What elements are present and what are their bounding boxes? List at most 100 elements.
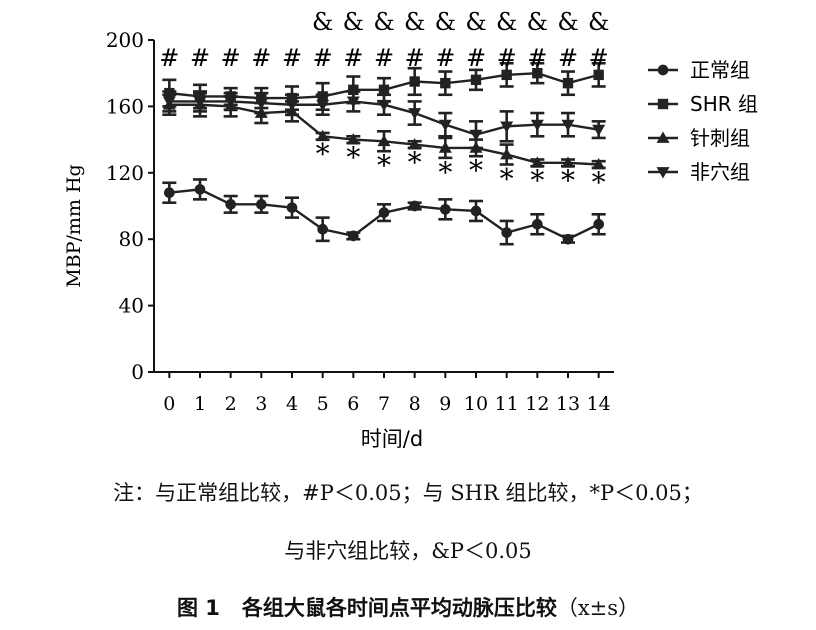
figure-caption-mean-sd: （x±s） (556, 596, 640, 620)
series-2-point-10 (470, 74, 482, 86)
amp-annotation-5: & (312, 8, 333, 36)
series-1-point-2 (225, 199, 236, 210)
amp-annotation-8: & (404, 8, 425, 36)
amp-annotation-10: & (465, 8, 486, 36)
hash-annotation-5: # (313, 44, 333, 72)
x-tick-label-8: 8 (409, 393, 421, 415)
hash-annotation-11: # (497, 44, 517, 72)
star-annotation-10: * (469, 154, 483, 187)
series-4-point-2 (224, 96, 238, 108)
star-annotation-12: * (530, 164, 544, 197)
star-annotation-7: * (377, 149, 391, 182)
series-4 (162, 90, 606, 150)
series-4-point-10 (469, 129, 483, 142)
x-axis-title: 时间/d (361, 427, 423, 451)
x-tick-label-6: 6 (347, 393, 359, 415)
x-tick-label-12: 12 (525, 393, 549, 415)
series-2-point-9 (440, 77, 451, 89)
series-3-point-7 (377, 134, 391, 147)
series-4-point-5 (316, 99, 330, 112)
series-4-point-12 (530, 119, 544, 132)
legend-marker-2 (657, 98, 669, 110)
series-1-point-5 (317, 223, 328, 235)
series-3-point-5 (316, 129, 330, 142)
series-4-point-3 (254, 98, 268, 110)
x-tick-label-7: 7 (378, 393, 390, 415)
series-1-point-3 (256, 199, 267, 210)
hash-annotation-14: # (589, 44, 609, 72)
y-tick-label-40: 40 (119, 294, 144, 318)
figure-caption: 图 1 各组大鼠各时间点平均动脉压比较（x±s） (0, 592, 816, 622)
legend-label-3: 针刺组 (690, 126, 750, 150)
hash-annotation-13: # (558, 44, 578, 72)
legend-marker-4 (656, 167, 670, 179)
series-1-point-14 (593, 218, 604, 230)
hash-annotation-0: # (159, 44, 179, 72)
series-1-point-13 (562, 233, 574, 245)
series-4-point-9 (438, 119, 452, 132)
legend-label-1: 正常组 (690, 58, 750, 82)
series-3-point-9 (438, 141, 452, 153)
y-tick-label-120: 120 (106, 161, 144, 185)
x-tick-label-11: 11 (495, 393, 519, 415)
series-3-point-13 (561, 156, 575, 168)
hash-annotation-12: # (527, 44, 547, 72)
amp-annotation-11: & (496, 8, 517, 36)
figure-caption-title: 各组大鼠各时间点平均动脉压比较 (241, 596, 557, 620)
series-4-point-11 (500, 121, 514, 133)
series-3-point-6 (346, 133, 360, 145)
chart-note-line-2: 与非穴组比较，&P＜0.05 (284, 539, 532, 563)
amp-annotation-7: & (373, 8, 394, 36)
series-1-point-8 (409, 200, 420, 212)
series-3-point-14 (592, 158, 606, 170)
series-2-point-11 (501, 69, 512, 81)
series-1-point-0 (164, 187, 175, 199)
star-annotation-13: * (561, 164, 575, 197)
legend-marker-1 (657, 64, 669, 76)
amp-annotation-9: & (435, 8, 456, 36)
series-3 (162, 91, 606, 170)
x-tick-label-9: 9 (439, 393, 451, 415)
x-tick-label-10: 10 (464, 393, 488, 415)
series-4-point-8 (408, 108, 422, 120)
series-4-point-0 (162, 96, 176, 108)
series-2-point-7 (378, 84, 390, 95)
series-4-point-7 (377, 99, 391, 112)
series-3-point-11 (500, 148, 514, 160)
hash-annotation-10: # (466, 44, 486, 72)
hash-annotation-2: # (221, 44, 241, 72)
chart-note-line-1: 注：与正常组比较，#P＜0.05；与 SHR 组比较，*P＜0.05； (113, 481, 703, 505)
series-2-point-12 (532, 68, 543, 79)
series-4-point-1 (193, 96, 207, 108)
hash-annotation-8: # (405, 44, 425, 72)
amp-annotation-14: & (588, 8, 609, 36)
hash-annotation-7: # (374, 44, 394, 72)
series-3-point-12 (530, 156, 544, 168)
y-tick-label-0: 0 (131, 360, 144, 384)
x-tick-label-4: 4 (286, 393, 298, 415)
y-tick-label-80: 80 (119, 227, 144, 251)
y-axis-title: MBP/mm Hg (63, 164, 85, 287)
series-4-point-13 (561, 119, 575, 132)
x-tick-label-2: 2 (225, 393, 237, 415)
legend-label-4: 非穴组 (690, 160, 750, 184)
x-tick-label-1: 1 (194, 393, 206, 415)
figure-caption-label: 图 1 (176, 596, 220, 620)
x-tick-label-13: 13 (556, 393, 580, 415)
amp-annotation-6: & (343, 8, 364, 36)
series-1-point-1 (194, 184, 206, 195)
series-4-point-6 (346, 96, 360, 108)
x-tick-label-3: 3 (255, 393, 267, 415)
hash-annotation-3: # (251, 44, 271, 72)
y-tick-label-160: 160 (106, 94, 144, 118)
hash-annotation-4: # (282, 44, 302, 72)
star-annotation-6: * (346, 141, 360, 174)
series-1-point-4 (286, 202, 298, 213)
series-3-point-8 (408, 138, 422, 150)
series-4-point-14 (592, 124, 606, 137)
series-2-point-6 (348, 84, 359, 95)
series-4-point-4 (285, 99, 299, 112)
hash-annotation-1: # (190, 44, 210, 72)
